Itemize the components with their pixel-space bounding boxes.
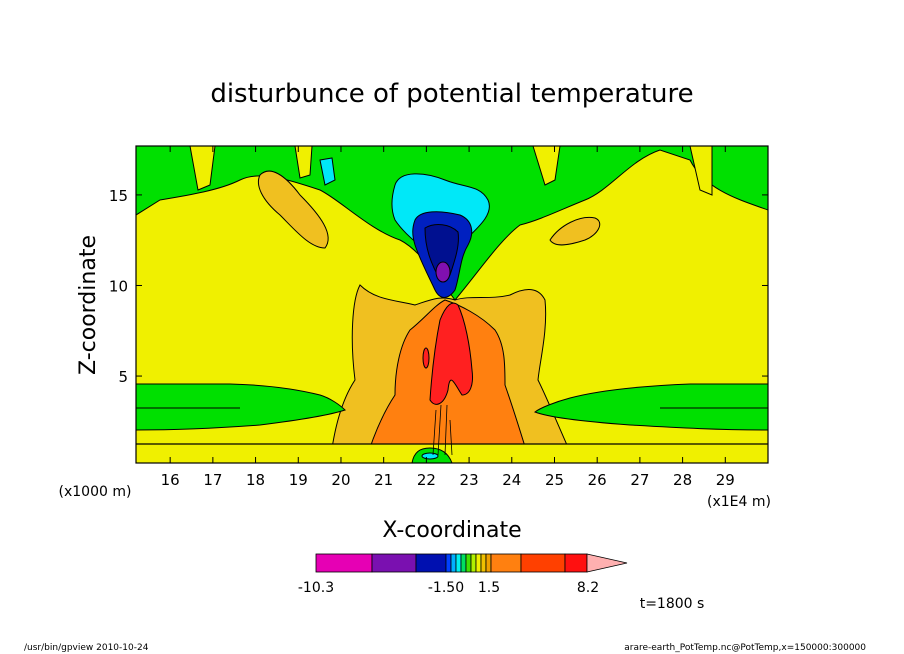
field-yellow-plume-4 xyxy=(689,146,713,196)
x-tick-label: 20 xyxy=(331,471,350,489)
x-tick-label: 19 xyxy=(289,471,308,489)
colorbar-bin xyxy=(480,553,487,573)
x-unit-label: (x1E4 m) xyxy=(707,494,771,510)
colorbar-bin xyxy=(475,553,482,573)
colorbar xyxy=(315,553,628,573)
field-red-small xyxy=(422,347,430,369)
x-tick-label: 23 xyxy=(460,471,479,489)
colorbar-bin xyxy=(450,553,457,573)
field-orange-blob-right xyxy=(549,216,601,246)
x-tick-label: 29 xyxy=(716,471,735,489)
y-unit-label: (x1000 m) xyxy=(59,484,132,500)
x-tick-label: 24 xyxy=(502,471,521,489)
plot-area: 16 17 18 19 20 21 22 23 24 25 26 27 28 29 5 10 15 xyxy=(109,145,769,489)
colorbar-label-min: -10.3 xyxy=(298,580,334,596)
chart-title: disturbunce of potential temperature xyxy=(210,79,693,109)
colorbar-bin xyxy=(315,553,373,573)
colorbar-bin xyxy=(564,553,588,573)
x-axis-label: X-coordinate xyxy=(382,518,521,543)
field-green-lower-left xyxy=(136,383,346,431)
x-tick-label: 27 xyxy=(630,471,649,489)
time-label: t=1800 s xyxy=(640,596,705,612)
field-yellow-plume-1 xyxy=(189,146,216,191)
colorbar-bin xyxy=(490,553,522,573)
colorbar-bin xyxy=(470,553,477,573)
x-tick-label: 25 xyxy=(545,471,564,489)
colorbar-bin xyxy=(445,553,452,573)
field-purple-core xyxy=(435,261,451,283)
x-tick-label: 22 xyxy=(417,471,436,489)
footer-right: arare-earth_PotTemp.nc@PotTemp,x=150000:… xyxy=(624,643,866,653)
x-tick-label: 28 xyxy=(673,471,692,489)
field-red-core xyxy=(429,302,473,405)
field-cyan-small xyxy=(319,157,336,186)
colorbar-bin xyxy=(371,553,417,573)
field-yellow-plume-2 xyxy=(294,146,313,179)
x-axis-ticks: 16 17 18 19 20 21 22 23 24 25 26 27 28 29 xyxy=(161,146,735,489)
x-tick-label: 18 xyxy=(246,471,265,489)
y-tick-label: 5 xyxy=(118,368,128,386)
colorbar-bin xyxy=(455,553,462,573)
colorbar-bin xyxy=(520,553,566,573)
y-tick-label: 15 xyxy=(109,187,128,205)
y-axis-ticks: 5 10 15 xyxy=(109,187,768,386)
contour-fill xyxy=(136,146,768,463)
colorbar-label-max: 8.2 xyxy=(577,580,599,596)
y-axis-label: Z-coordinate xyxy=(76,235,101,375)
colorbar-bin xyxy=(465,553,472,573)
x-tick-label: 17 xyxy=(203,471,222,489)
x-tick-label: 16 xyxy=(161,471,180,489)
colorbar-bin xyxy=(415,553,447,573)
plot-frame xyxy=(135,145,769,464)
x-tick-label: 21 xyxy=(374,471,393,489)
colorbar-label-neg: -1.50 xyxy=(428,580,464,596)
field-orange-blob-left xyxy=(257,170,329,249)
field-green-lower-right xyxy=(534,383,768,431)
colorbar-label-pos: 1.5 xyxy=(478,580,500,596)
field-blue-deep xyxy=(424,224,459,281)
footer-left: /usr/bin/gpview 2010-10-24 xyxy=(24,643,149,653)
contour-streaks xyxy=(432,404,453,456)
colorbar-bin xyxy=(460,553,467,573)
colorbar-bin xyxy=(485,553,492,573)
field-cyan-ground xyxy=(421,452,439,460)
field-yellow-plume-3 xyxy=(532,146,561,186)
x-tick-label: 26 xyxy=(588,471,607,489)
colorbar-arrow xyxy=(586,553,628,573)
y-tick-label: 10 xyxy=(109,277,128,295)
